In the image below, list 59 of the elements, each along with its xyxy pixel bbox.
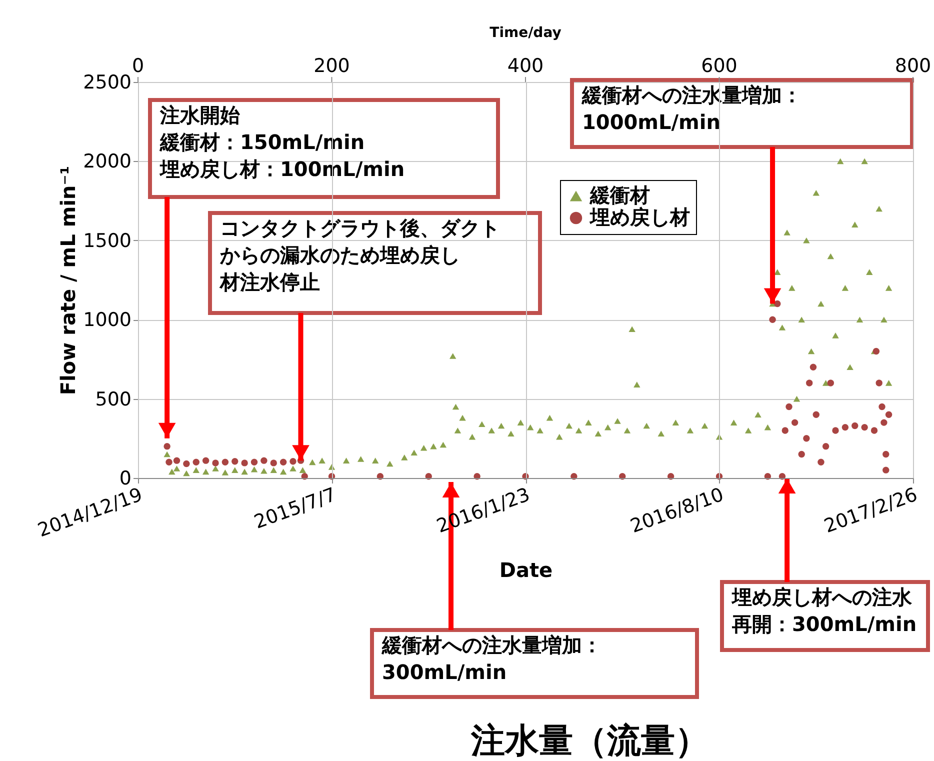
point [812,411,820,418]
text: 注水量（流量） [470,721,709,761]
point [192,458,200,466]
point [806,380,813,386]
point [882,450,890,458]
point [818,458,824,466]
point [870,427,878,434]
point [810,364,817,370]
legend-label: 埋め戻し材 [589,205,690,229]
x2-tick-label: 800 [894,55,932,77]
y-tick-label: 1500 [83,230,132,252]
point [822,442,830,450]
x2-tick-label: 200 [314,55,350,77]
point [774,300,781,308]
y-axis-title: Flow rate / mL min⁻¹ [56,166,80,396]
point [290,458,296,465]
x2-tick-label: 600 [701,55,738,77]
point [782,427,788,434]
point [212,460,219,466]
legend-label: 緩衝材 [589,183,650,207]
point [260,457,268,464]
point [164,442,170,450]
point [832,427,839,434]
text: 緩衝材への注水量増加：300mL/min [381,633,602,684]
point [250,458,258,466]
x2-tick-label: 400 [507,55,544,77]
y-tick-label: 500 [95,388,132,410]
y-tick-label: 2000 [83,150,132,173]
point [769,316,776,323]
point [885,411,892,418]
point [786,403,792,410]
point [827,380,834,386]
point [798,450,805,458]
point [878,403,886,410]
point [222,458,229,466]
point [791,419,798,426]
point [842,424,849,431]
point [852,422,858,430]
point [270,460,277,466]
x2-axis-title: Time/day [490,25,562,41]
point [183,460,190,468]
point [202,457,210,464]
point [241,460,248,466]
annotation: 埋め戻し材への注水再開：300mL/min [731,585,917,636]
annotation: 緩衝材への注水量増加：1000mL/min [581,83,802,134]
point [232,458,238,465]
y-tick-label: 1000 [83,309,132,332]
point [876,380,882,386]
point [280,458,287,466]
point [166,458,172,466]
point [882,466,890,474]
annotation: 注水開始緩衝材：150mL/min埋め戻し材：100mL/min [159,103,405,181]
y-tick-label: 0 [119,468,132,490]
point [803,435,810,442]
y-tick-label: 2500 [83,72,132,94]
point [880,419,888,426]
point [173,457,180,464]
x-axis-title: Date [499,558,553,582]
point [861,424,868,431]
